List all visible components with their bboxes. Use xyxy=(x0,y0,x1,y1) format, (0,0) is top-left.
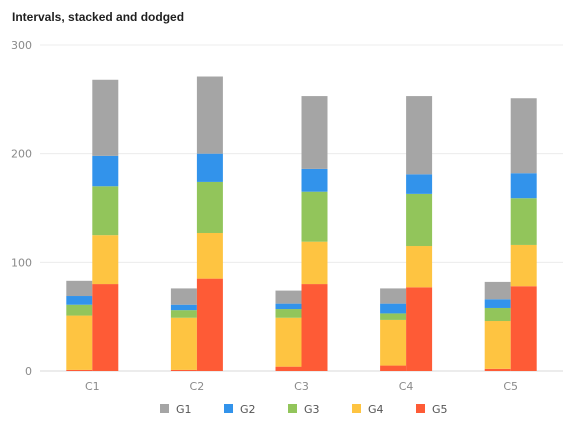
bar-C3-left-G3[interactable] xyxy=(275,309,302,318)
bar-C5-left-G4[interactable] xyxy=(484,321,511,369)
x-tick-label: C2 xyxy=(190,380,205,393)
x-tick-label: C5 xyxy=(503,380,518,393)
bar-C1-right-G3[interactable] xyxy=(92,186,119,236)
bar-C2-left-G4[interactable] xyxy=(170,317,197,370)
bar-C3-left-G5[interactable] xyxy=(275,366,302,371)
bar-C3-left-G2[interactable] xyxy=(275,303,302,310)
legend-label: G3 xyxy=(304,403,320,416)
y-axis-ticks: 0 100 200 300 xyxy=(11,39,32,378)
bar-C5-left-G3[interactable] xyxy=(484,307,511,322)
x-tick-label: C1 xyxy=(85,380,100,393)
legend-swatch xyxy=(416,404,425,413)
bar-C2-left-G1[interactable] xyxy=(170,288,197,305)
bar-C2-right-G2[interactable] xyxy=(196,153,223,182)
bar-C2-left-G5[interactable] xyxy=(170,369,197,371)
bar-C3-right-G4[interactable] xyxy=(301,241,328,285)
bar-C2-right-G3[interactable] xyxy=(196,181,223,233)
legend-item-G3[interactable]: G3 xyxy=(288,403,320,416)
legend-swatch xyxy=(352,404,361,413)
bar-C3-left-G4[interactable] xyxy=(275,317,302,367)
bar-C1-left-G1[interactable] xyxy=(66,280,93,297)
legend-item-G2[interactable]: G2 xyxy=(224,403,256,416)
bar-C3-right-G3[interactable] xyxy=(301,191,328,242)
legend-label: G1 xyxy=(176,403,192,416)
legend-label: G4 xyxy=(368,403,384,416)
bar-C2-left-G2[interactable] xyxy=(170,304,197,311)
bar-C1-left-G3[interactable] xyxy=(66,304,93,316)
bar-C1-right-G5[interactable] xyxy=(92,284,119,371)
bar-C2-right-G5[interactable] xyxy=(196,278,223,371)
bar-C3-right-G1[interactable] xyxy=(301,96,328,169)
legend-item-G4[interactable]: G4 xyxy=(352,403,384,416)
x-tick-label: C3 xyxy=(294,380,309,393)
bar-C2-left-G3[interactable] xyxy=(170,310,197,318)
bar-C2-right-G4[interactable] xyxy=(196,232,223,279)
y-tick-label: 100 xyxy=(11,256,32,269)
bar-C5-right-G1[interactable] xyxy=(510,98,537,174)
bar-C5-left-G2[interactable] xyxy=(484,299,511,308)
bar-C3-right-G5[interactable] xyxy=(301,284,328,371)
bar-C3-left-G1[interactable] xyxy=(275,290,302,304)
legend-label: G5 xyxy=(432,403,448,416)
bars xyxy=(66,76,537,371)
bar-C4-right-G2[interactable] xyxy=(406,174,433,194)
chart-title: Intervals, stacked and dodged xyxy=(12,10,185,24)
legend-item-G5[interactable]: G5 xyxy=(416,403,448,416)
bar-C5-right-G2[interactable] xyxy=(510,173,537,199)
bar-C5-right-G4[interactable] xyxy=(510,244,537,287)
legend[interactable]: G1 G2 G3 G4 G5 xyxy=(160,403,448,416)
bar-C3-right-G2[interactable] xyxy=(301,168,328,192)
bar-C4-right-G3[interactable] xyxy=(406,193,433,247)
bar-C1-right-G4[interactable] xyxy=(92,235,119,285)
bar-C4-left-G3[interactable] xyxy=(380,313,407,320)
bar-C2-right-G1[interactable] xyxy=(196,76,223,154)
bar-C4-left-G2[interactable] xyxy=(380,303,407,314)
bar-C1-right-G1[interactable] xyxy=(92,79,119,156)
legend-swatch xyxy=(224,404,233,413)
bar-C4-left-G5[interactable] xyxy=(380,365,407,371)
bar-C5-right-G5[interactable] xyxy=(510,286,537,371)
bar-C4-left-G4[interactable] xyxy=(380,319,407,366)
x-axis-ticks: C1 C2 C3 C4 C5 xyxy=(85,380,518,393)
legend-swatch xyxy=(160,404,169,413)
bar-C1-left-G2[interactable] xyxy=(66,296,93,305)
bar-C4-left-G1[interactable] xyxy=(380,288,407,304)
bar-C4-right-G5[interactable] xyxy=(406,287,433,371)
y-tick-label: 200 xyxy=(11,148,32,161)
bar-C1-left-G5[interactable] xyxy=(66,369,93,371)
x-tick-label: C4 xyxy=(399,380,414,393)
bar-C5-left-G1[interactable] xyxy=(484,281,511,300)
bar-C5-left-G5[interactable] xyxy=(484,368,511,371)
bar-C4-right-G1[interactable] xyxy=(406,96,433,175)
bar-C1-right-G2[interactable] xyxy=(92,155,119,187)
bar-C1-left-G4[interactable] xyxy=(66,315,93,370)
y-tick-label: 0 xyxy=(25,365,32,378)
legend-swatch xyxy=(288,404,297,413)
bar-C5-right-G3[interactable] xyxy=(510,198,537,245)
bar-C4-right-G4[interactable] xyxy=(406,246,433,288)
legend-item-G1[interactable]: G1 xyxy=(160,403,192,416)
legend-label: G2 xyxy=(240,403,256,416)
y-tick-label: 300 xyxy=(11,39,32,52)
